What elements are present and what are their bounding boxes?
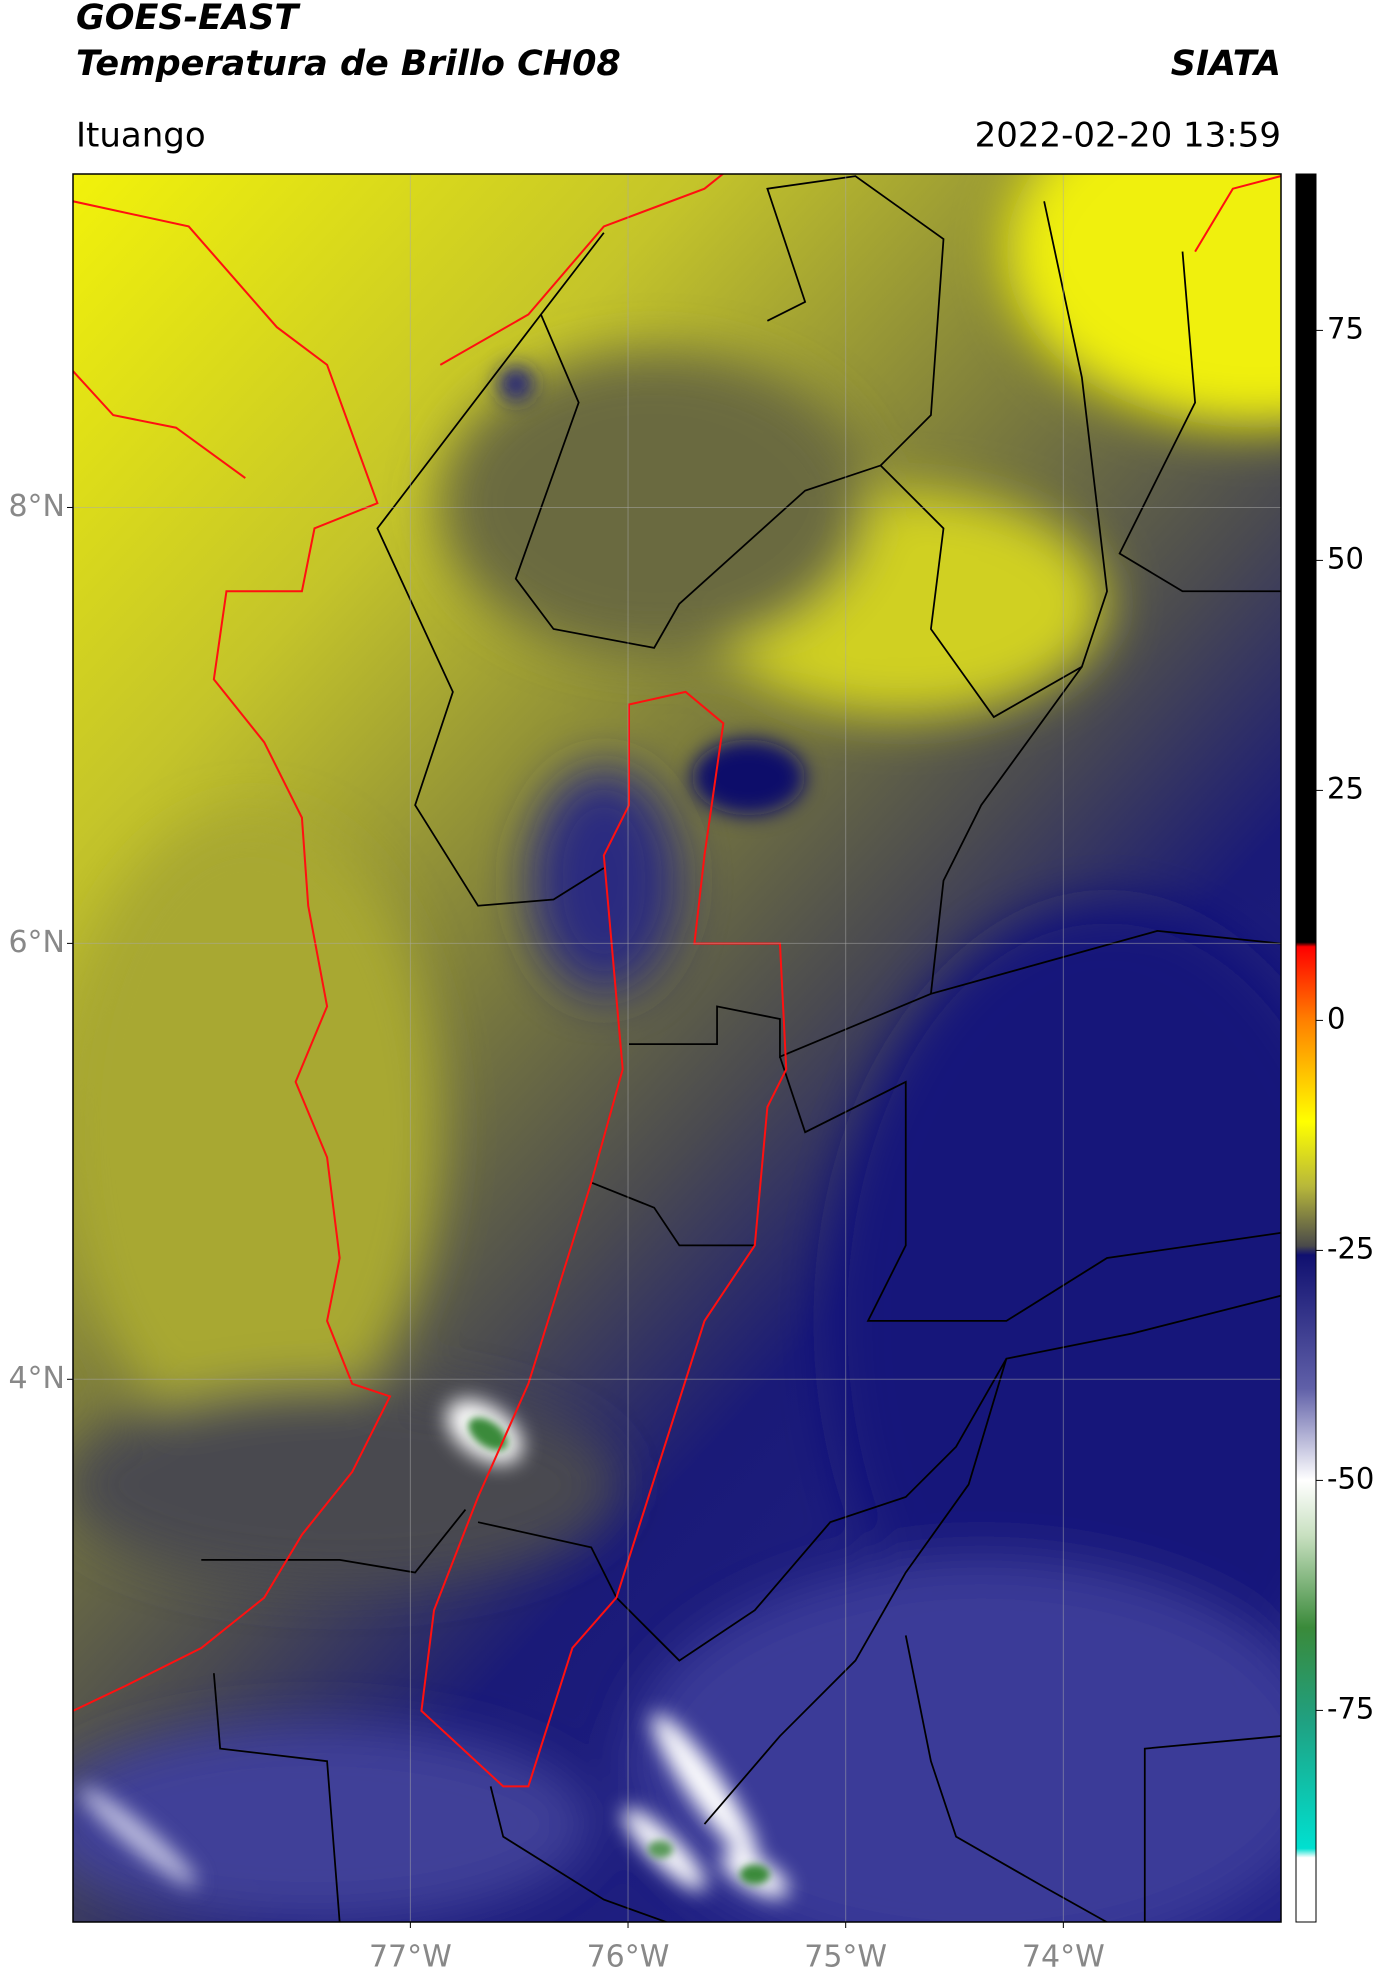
y-tick-label: 8°N	[8, 489, 65, 524]
colorbar-tick-label: -75	[1327, 1691, 1374, 1725]
colorbar-tick-label: 75	[1327, 311, 1364, 345]
x-tick-label: 77°W	[369, 1940, 452, 1975]
colorbar-tick-label: -50	[1327, 1461, 1374, 1495]
x-tick-label: 76°W	[587, 1940, 670, 1975]
cloud-field	[73, 174, 1281, 1922]
boundaries	[201, 175, 1281, 1922]
gridlines	[73, 174, 1281, 1922]
subtitle: Temperatura de Brillo CH08	[76, 44, 621, 84]
colorbar-tick-label: 25	[1327, 771, 1364, 805]
red-boundaries	[73, 174, 1281, 1788]
y-tick-label: 4°N	[8, 1361, 65, 1396]
colorbar-tick-label: 50	[1327, 541, 1364, 575]
colorbar-tick-label: -25	[1327, 1231, 1374, 1265]
location: Ituango	[76, 116, 206, 156]
source: SIATA	[1171, 44, 1281, 84]
colorbar	[1295, 173, 1317, 1923]
datetime: 2022-02-20 13:59	[975, 116, 1281, 156]
map-frame	[72, 173, 1282, 1923]
title: GOES-EAST	[76, 0, 301, 38]
y-tick-label: 6°N	[8, 925, 65, 960]
x-tick-label: 75°W	[804, 1940, 887, 1975]
map-image	[73, 174, 1281, 1922]
x-tick-label: 74°W	[1022, 1940, 1105, 1975]
colorbar-tick-label: 0	[1327, 1001, 1345, 1035]
